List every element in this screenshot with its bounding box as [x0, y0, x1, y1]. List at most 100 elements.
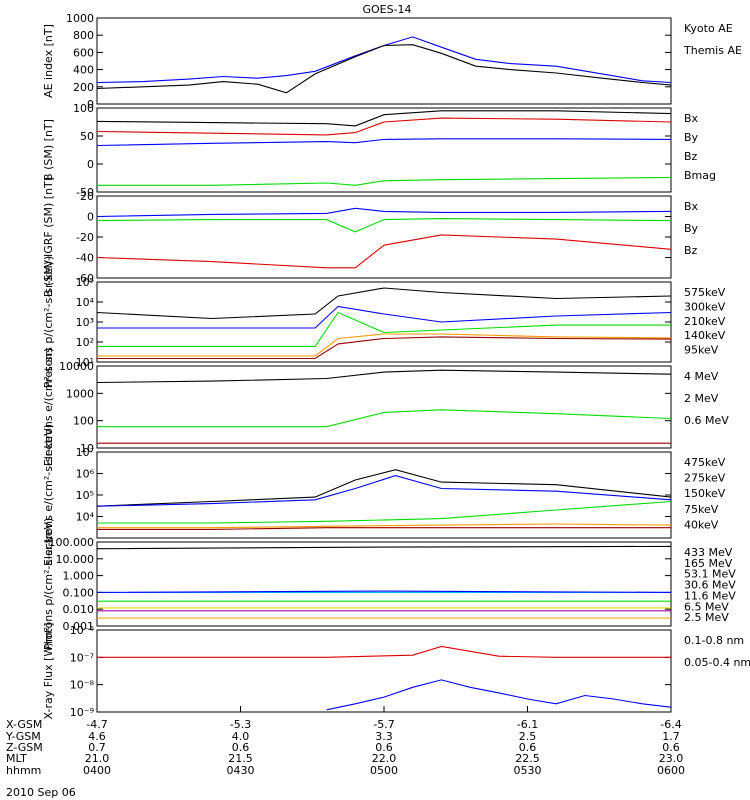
- y-tick-label: 10⁵: [76, 489, 94, 502]
- panel-6: 10⁴ 10⁵ 10⁶ 10⁷ Electrons e/(cm²-s-sr-keV) 47…: [42, 424, 726, 566]
- legend-entry: 4 MeV: [684, 370, 719, 383]
- y-tick-label: 400: [73, 64, 94, 77]
- series-line: [97, 336, 672, 360]
- orbit-cell: -6.4: [660, 718, 681, 731]
- y-tick-label: 10.000: [56, 553, 95, 566]
- y-tick-label: 10⁵: [76, 276, 94, 289]
- y-axis-label: AE index [nT]: [42, 24, 55, 98]
- panel-frame: [96, 629, 672, 713]
- y-tick-label: 100: [73, 102, 94, 115]
- y-tick-label: -20: [76, 231, 94, 244]
- series-line: [97, 311, 671, 347]
- orbit-cell: -5.3: [230, 718, 251, 731]
- orbit-row-label: MLT: [6, 752, 27, 765]
- legend-entry: 475keV: [684, 456, 726, 469]
- y-tick-label: -60: [76, 272, 94, 285]
- orbit-cell: 0.6: [375, 741, 393, 754]
- orbit-cell: 0600: [657, 764, 685, 777]
- orbit-cell: 0.6: [232, 741, 250, 754]
- legend-entry: 2 MeV: [684, 392, 719, 405]
- series-line: [96, 138, 672, 147]
- legend-entry: 210keV: [684, 315, 726, 328]
- legend-entry: Kyoto AE: [684, 22, 733, 35]
- legend-entry: 0.05-0.4 nm: [684, 656, 750, 669]
- legend-entry: 40keV: [684, 518, 719, 531]
- series-line: [96, 469, 672, 507]
- series-line: [97, 527, 671, 530]
- panel-4: 10¹ 10² 10³ 10⁴ 10⁵ Protons p/(cm²-s-sr-keV) 5…: [42, 256, 726, 389]
- panel-frame: [96, 541, 672, 627]
- y-tick-label: 10⁻⁸: [70, 679, 95, 692]
- orbit-cell: 0500: [370, 764, 398, 777]
- y-tick-label: 0: [87, 158, 94, 171]
- panel-frame: [96, 17, 672, 105]
- series-line: [97, 523, 672, 529]
- legend-entry: 575keV: [684, 286, 726, 299]
- y-tick-label: 1000: [66, 12, 94, 25]
- series-line: [96, 287, 672, 320]
- panel-7: 0.001 0.010 0.100 1.000 10.000 100.000Protons…: [42, 518, 736, 651]
- orbit-cell: 4.6: [88, 730, 106, 743]
- y-axis-label: B (SM) [nT]: [42, 119, 55, 181]
- orbit-cell: 4.0: [232, 730, 250, 743]
- y-tick-label: 0.010: [63, 603, 95, 616]
- orbit-cell: 0430: [227, 764, 255, 777]
- series-line: [97, 409, 672, 428]
- series-line: [96, 110, 672, 127]
- panel-frame: [96, 365, 672, 449]
- panel-frame: [96, 451, 672, 539]
- orbit-cell: 22.0: [372, 752, 397, 765]
- orbit-cell: 0400: [83, 764, 111, 777]
- legend-entry: Bz: [684, 244, 698, 257]
- panel-1: 0 200 400 600 800 1000 AE index [nT] Kyoto AE Th…: [42, 12, 742, 111]
- series-line: [97, 645, 671, 658]
- orbit-cell: 0.6: [519, 741, 537, 754]
- panel-frame: [96, 195, 672, 279]
- y-tick-label: 0.100: [63, 586, 95, 599]
- legend-entry: 433 MeV: [684, 546, 733, 559]
- legend-entry: 300keV: [684, 300, 726, 313]
- y-tick-label: -40: [76, 252, 94, 265]
- y-tick-label: 100: [73, 415, 94, 428]
- y-tick-label: 0: [87, 98, 94, 111]
- series-line: [96, 36, 672, 84]
- panel-5: 10 100 1000 10000 Electrons e/(cm²-s-sr) 4 Me…: [42, 348, 729, 467]
- orbit-cell: -5.7: [373, 718, 394, 731]
- y-tick-label: 10²: [76, 336, 94, 349]
- legend-entry: 2.5 MeV: [684, 611, 729, 624]
- legend-entry: By: [684, 222, 699, 235]
- y-axis-label: Protons p/(cm²-s-sr-keV): [42, 518, 55, 651]
- y-axis-label: X-ray Flux [W/m²]: [42, 623, 55, 720]
- y-tick-label: 0: [87, 211, 94, 224]
- y-tick-label: 10¹: [76, 356, 94, 369]
- y-tick-label: 10⁷: [76, 446, 94, 459]
- orbit-cell: 1.7: [662, 730, 680, 743]
- panel-2: -50 0 50 100 B (SM) [nT] Bx By Bz Bmag: [42, 102, 716, 199]
- y-tick-label: 50: [80, 130, 94, 143]
- series-line: [96, 475, 672, 507]
- orbit-cell: 0.6: [662, 741, 680, 754]
- orbit-cell: 21.5: [228, 752, 253, 765]
- series-line: [97, 333, 672, 357]
- orbit-cell: 23.0: [659, 752, 684, 765]
- orbit-row-label: Y-GSM: [5, 730, 41, 743]
- y-axis-label: Protons p/(cm²-s-sr-keV): [42, 256, 55, 389]
- orbit-cell: 21.0: [85, 752, 110, 765]
- y-axis-label: Electrons e/(cm²-s-sr-keV): [42, 424, 55, 566]
- legend-entry: Bx: [684, 112, 699, 125]
- y-tick-label: 1000: [66, 387, 94, 400]
- series-line: [96, 44, 672, 94]
- legend-entry: 30.6 MeV: [684, 579, 736, 592]
- orbit-cell: -6.1: [517, 718, 538, 731]
- date-label: 2010 Sep 06: [6, 786, 76, 799]
- panel-8: 10⁻⁹ 10⁻⁸ 10⁻⁷ 10⁻⁶ X-ray Flux [W/m²] 0.1-0.8…: [42, 623, 750, 720]
- y-tick-label: 800: [73, 29, 94, 42]
- orbit-cell: -4.7: [86, 718, 107, 731]
- panel-frame: [96, 107, 672, 193]
- legend-entry: Bmag: [684, 169, 716, 182]
- y-tick-label: 10000: [59, 360, 94, 373]
- orbit-cell: 0.7: [88, 741, 106, 754]
- legend-entry: 53.1 MeV: [684, 568, 736, 581]
